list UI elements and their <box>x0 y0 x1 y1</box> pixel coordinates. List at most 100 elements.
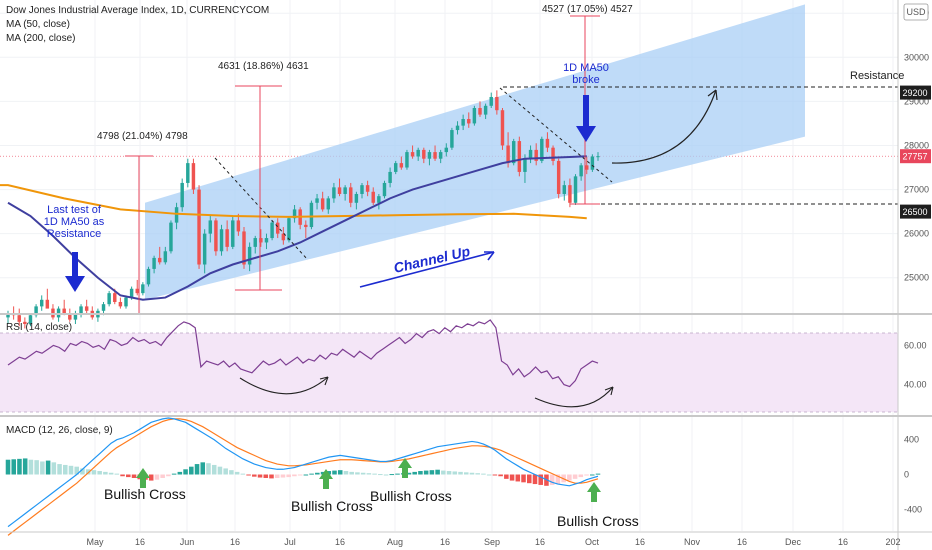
candle <box>45 288 50 309</box>
macd-hist-bar <box>320 471 326 475</box>
macd-hist-bar <box>252 474 257 477</box>
macd-hist-bar <box>234 471 240 475</box>
macd-hist-bar <box>549 474 555 485</box>
macd-hist-bar <box>383 474 389 476</box>
candle-body <box>264 238 269 243</box>
candle-body <box>551 147 555 161</box>
rsi-line <box>7 319 599 388</box>
macd-hist-bar <box>108 472 114 475</box>
candle <box>39 295 44 311</box>
currency-tag-bg[interactable] <box>903 3 929 21</box>
candle-body <box>455 125 460 131</box>
channel-up-arrowhead-icon <box>484 251 495 261</box>
candle <box>174 202 179 230</box>
candle-body <box>157 257 162 263</box>
candle-body <box>444 147 449 153</box>
candle-body <box>517 141 522 172</box>
macd-hist-bar <box>326 471 332 475</box>
time-tick: 16 <box>230 537 240 547</box>
candle-body <box>270 222 274 239</box>
candle-body <box>399 163 404 168</box>
candle <box>433 145 437 161</box>
price-tick: 27000 <box>904 185 929 195</box>
macd-hist-bar <box>349 471 354 475</box>
macd-hist-bar <box>274 474 280 478</box>
candle-body <box>6 313 10 318</box>
candle-body <box>23 321 27 325</box>
candle <box>405 149 409 170</box>
macd-hist-bar <box>206 463 211 475</box>
rsi-band <box>0 333 898 412</box>
candle-body <box>332 187 336 199</box>
macd-hist-bar <box>85 469 91 475</box>
candle <box>472 105 477 126</box>
time-tick: 16 <box>535 537 545 547</box>
macd-hist-bar <box>177 471 183 475</box>
macd-hist-bar <box>469 472 475 475</box>
price-axis: 25000260002700028000290003000031000 <box>904 8 929 283</box>
macd-hist-bar <box>378 474 383 476</box>
candle-body <box>197 189 201 265</box>
time-tick: Jun <box>180 537 195 547</box>
candle <box>304 220 308 239</box>
macd-hist-bar <box>200 462 206 475</box>
candle-body <box>129 288 134 298</box>
candle <box>388 167 392 188</box>
candle-body <box>45 299 50 309</box>
price-label-text: 29200 <box>902 88 927 98</box>
candle <box>23 317 27 329</box>
candle <box>382 180 387 199</box>
macd-hist-bar <box>412 471 417 475</box>
macd-hist-bar <box>91 470 97 475</box>
candle <box>231 216 235 250</box>
candle-body <box>101 304 106 311</box>
candle <box>79 304 83 318</box>
macd-hist-bar <box>223 468 228 475</box>
candle <box>202 229 207 274</box>
bullish-cross-label-2: Bullish Cross <box>291 498 373 514</box>
candle <box>343 185 347 201</box>
candle <box>68 308 72 322</box>
candle <box>292 204 297 223</box>
candle <box>208 216 213 243</box>
candle <box>360 182 364 199</box>
price-label: 29200 <box>900 85 931 100</box>
time-tick: Sep <box>484 537 500 547</box>
candle-body <box>405 152 409 168</box>
time-tick: 16 <box>635 537 645 547</box>
candle-body <box>534 149 538 161</box>
candle-body <box>343 187 347 194</box>
candle <box>422 147 426 164</box>
macd-hist-bar <box>103 471 108 475</box>
candle <box>467 112 471 128</box>
candle <box>585 156 589 175</box>
candle <box>534 143 538 166</box>
up-arrow-icon <box>319 469 333 489</box>
candle <box>332 182 336 203</box>
candle <box>450 127 454 150</box>
macd-hist-bar <box>515 474 521 482</box>
rsi-axis: 40.00 60.00 <box>904 340 927 389</box>
macd-hist-bar <box>395 473 400 475</box>
candle <box>124 295 128 309</box>
down-arrow-icon-2 <box>65 252 85 292</box>
candle-body <box>180 182 184 208</box>
candle-body <box>506 145 510 164</box>
candle-body <box>579 165 583 177</box>
candle-body <box>253 238 257 247</box>
candle <box>354 191 359 210</box>
bullish-cross-label-4: Bullish Cross <box>557 513 639 529</box>
price-label-bg <box>900 149 931 164</box>
candle-body <box>528 149 533 159</box>
macd-hist-bar <box>171 473 177 475</box>
macd-hist-bar <box>572 474 578 479</box>
candle <box>17 308 21 327</box>
candle-body <box>163 251 168 263</box>
candle-body <box>208 220 213 234</box>
candle-body <box>191 163 196 190</box>
price-label: 27757 <box>900 149 931 164</box>
time-tick: 16 <box>335 537 345 547</box>
macd-hist-bar <box>40 461 45 475</box>
macd-hist-bar <box>423 470 429 475</box>
candle <box>495 90 499 115</box>
